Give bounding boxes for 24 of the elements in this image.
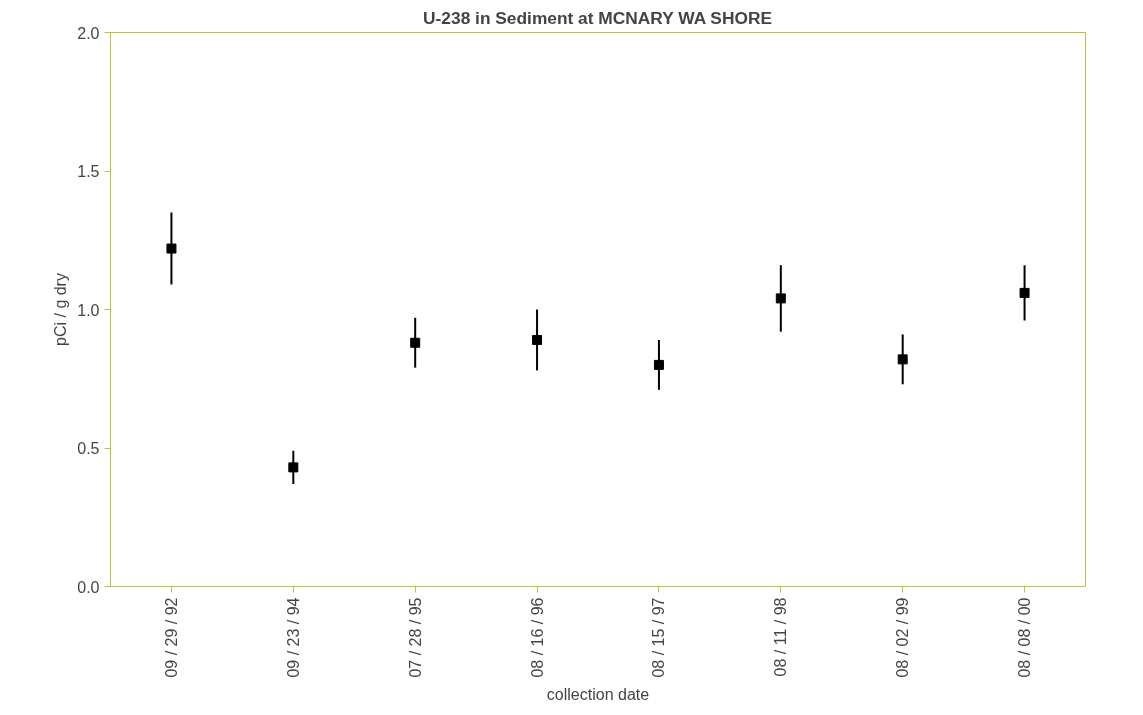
x-tick-label: 08 / 02 / 99 — [894, 597, 912, 678]
point — [897, 354, 908, 365]
point — [288, 462, 299, 473]
point — [653, 359, 664, 370]
x-tick-label: 08 / 16 / 96 — [528, 597, 546, 678]
x-tick-label: 09 / 23 / 94 — [284, 597, 302, 678]
x-tick-label: 08 / 11 / 98 — [772, 597, 790, 677]
x-tick-label: 07 / 28 / 95 — [406, 597, 424, 678]
y-tick-label: 0.0 — [77, 578, 100, 596]
y-axis-title: pCi / g dry — [52, 273, 70, 346]
chart-title: U-238 in Sediment at MCNARY WA SHORE — [423, 7, 772, 28]
x-tick-label: 08 / 08 / 00 — [1016, 597, 1034, 678]
x-tick-label: 08 / 15 / 97 — [650, 597, 668, 678]
point — [775, 293, 786, 304]
x-tick-label: 09 / 29 / 92 — [162, 597, 180, 678]
y-tick-label: 0.5 — [77, 440, 100, 457]
point — [166, 243, 177, 254]
y-tick-label: 2.0 — [77, 24, 100, 42]
y-tick-label: 1.5 — [77, 163, 100, 180]
x-axis-title: collection date — [546, 685, 650, 703]
point — [410, 337, 421, 348]
y-tick-label: 1.0 — [77, 301, 100, 319]
point — [1019, 287, 1030, 298]
point — [532, 334, 543, 345]
